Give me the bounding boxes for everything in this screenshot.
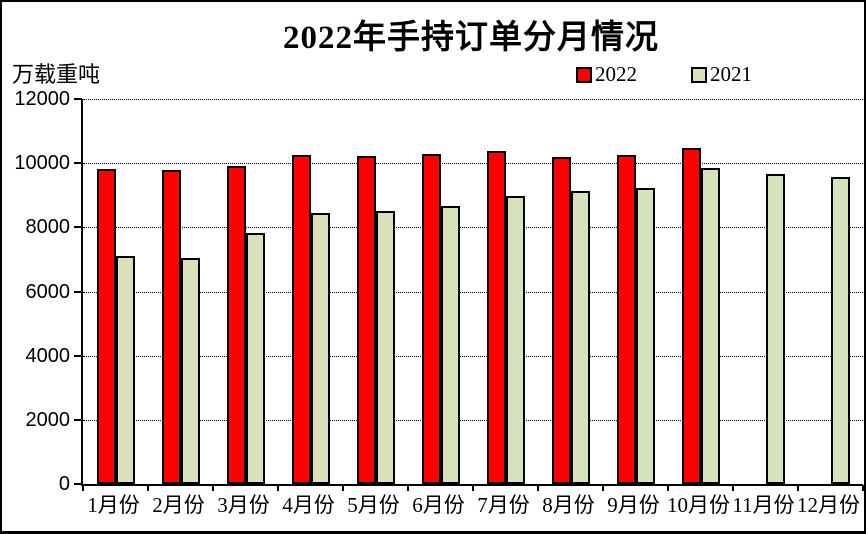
y-axis-tick: [74, 162, 82, 165]
bar-2022-5月份: [356, 155, 376, 484]
legend-label-2022: 2022: [595, 62, 637, 86]
x-tick-label-7月份: 7月份: [477, 493, 530, 517]
x-axis-tick: [862, 485, 864, 491]
bar-2021-5月份: [375, 211, 395, 484]
y-axis-tick: [74, 226, 82, 229]
y-axis-tick: [74, 483, 82, 485]
gridline-12000: [83, 99, 863, 100]
y-axis-tick: [74, 98, 82, 100]
y-tick-label-0: 0: [58, 473, 70, 495]
gridline-6000: [83, 291, 863, 293]
bar-2021-11月份: [765, 174, 785, 484]
bar-2022-10月份: [681, 147, 701, 484]
x-tick-label-10月份: 10月份: [667, 493, 730, 517]
x-axis-tick: [667, 485, 669, 491]
bar-2022-4月份: [291, 155, 311, 484]
bar-2022-3月份: [226, 165, 246, 484]
legend: 2022 2021: [576, 64, 752, 85]
x-tick-label-1月份: 1月份: [87, 493, 140, 517]
bar-2021-4月份: [310, 213, 330, 484]
bar-2022-1月份: [96, 169, 116, 484]
x-axis-tick: [732, 485, 734, 491]
x-axis-tick: [342, 485, 344, 491]
bar-2022-9月份: [616, 154, 636, 484]
legend-label-2021: 2021: [710, 62, 752, 86]
x-tick-label-9月份: 9月份: [607, 493, 660, 517]
x-tick-label-6月份: 6月份: [412, 493, 465, 517]
bar-2022-8月份: [551, 156, 571, 484]
bar-2021-2月份: [180, 257, 200, 484]
y-tick-label-12000: 12000: [14, 88, 70, 110]
x-axis-tick: [537, 485, 539, 491]
legend-swatch-2021: [691, 66, 707, 83]
y-axis-tick: [74, 418, 82, 421]
plot-area: [74, 98, 864, 491]
y-axis-tick: [74, 354, 82, 357]
bar-2021-8月份: [570, 190, 590, 484]
gridline-2000: [83, 419, 863, 421]
bar-2021-1月份: [115, 255, 135, 484]
legend-item-2022: 2022: [576, 64, 637, 85]
chart-title: 2022年手持订单分月情况: [283, 20, 659, 56]
bar-2022-7月份: [486, 151, 506, 484]
y-tick-label-6000: 6000: [25, 280, 71, 303]
bar-2021-9月份: [635, 187, 655, 484]
x-axis-tick: [82, 485, 84, 491]
x-tick-label-4月份: 4月份: [282, 493, 335, 517]
bar-2022-6月份: [421, 154, 441, 484]
gridline-8000: [83, 227, 863, 229]
x-tick-label-2月份: 2月份: [152, 493, 205, 517]
y-tick-label-2000: 2000: [25, 408, 71, 431]
x-tick-label-12月份: 12月份: [797, 493, 860, 517]
bar-2022-2月份: [161, 169, 181, 484]
x-tick-label-11月份: 11月份: [732, 493, 795, 517]
x-axis-tick: [472, 485, 474, 491]
y-tick-label-10000: 10000: [14, 152, 70, 175]
bar-2021-6月份: [440, 206, 460, 484]
y-axis-unit-label: 万载重吨: [12, 62, 101, 87]
x-tick-label-3月份: 3月份: [217, 493, 270, 517]
x-tick-label-8月份: 8月份: [542, 493, 595, 517]
bar-2021-12月份: [830, 176, 850, 484]
bar-2021-7月份: [505, 196, 525, 484]
gridline-10000: [83, 163, 863, 165]
gridline-4000: [83, 355, 863, 357]
y-axis-tick: [74, 290, 82, 293]
x-axis-tick: [147, 485, 149, 491]
y-tick-label-4000: 4000: [25, 344, 71, 367]
bar-2021-3月份: [245, 232, 265, 484]
x-axis-tick: [407, 485, 409, 491]
x-axis-tick: [277, 485, 279, 491]
legend-swatch-2022: [576, 66, 592, 83]
x-axis-tick: [797, 485, 799, 491]
bar-2021-10月份: [700, 168, 720, 484]
x-axis-tick: [212, 485, 214, 491]
x-tick-label-5月份: 5月份: [347, 493, 400, 517]
y-tick-label-8000: 8000: [25, 216, 71, 239]
legend-item-2021: 2021: [691, 64, 752, 85]
x-axis-tick: [602, 485, 604, 491]
